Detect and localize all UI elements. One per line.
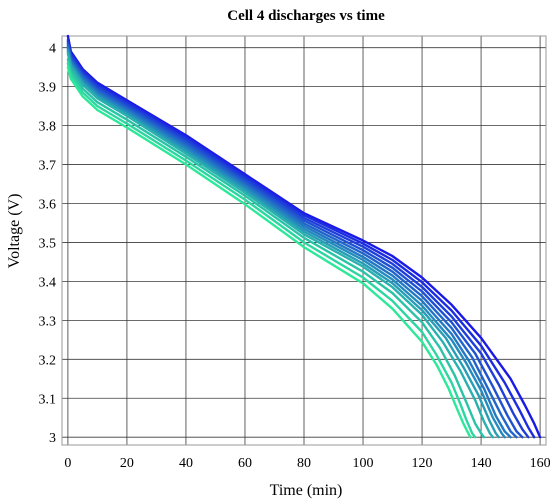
x-tick-label: 20	[120, 456, 134, 471]
x-tick-label: 120	[412, 456, 433, 471]
y-tick-label: 3.8	[39, 120, 57, 135]
discharge-curve-4	[66, 42, 524, 439]
y-tick-label: 3	[49, 431, 56, 446]
discharge-curve-10	[66, 58, 486, 439]
x-tick-label: 60	[238, 456, 252, 471]
y-tick-label: 3.2	[39, 353, 57, 368]
y-tick-label: 3.1	[39, 392, 57, 407]
x-tick-label: 0	[64, 456, 71, 471]
discharge-curve-12	[66, 65, 472, 439]
y-axis-label: Voltage (V)	[6, 194, 23, 269]
discharge-curve-3	[66, 40, 530, 439]
series-group	[66, 34, 542, 439]
x-axis-label: Time (min)	[270, 482, 343, 499]
y-tick-label: 3.9	[39, 81, 57, 96]
chart-title: Cell 4 discharges vs time	[227, 8, 385, 24]
x-tick-label: 160	[530, 456, 550, 471]
discharge-curve-9	[66, 52, 495, 439]
y-tick-label: 3.4	[39, 275, 57, 290]
plot-frame	[61, 35, 547, 446]
discharge-curve-5	[66, 44, 518, 439]
y-tick-label: 3.5	[39, 236, 57, 251]
x-tick-label: 40	[179, 456, 193, 471]
y-axis-ticks: 3 3.1 3.2 3.3 3.4 3.5 3.6 3.7 3.8 3.9 4	[39, 42, 57, 447]
x-axis-ticks: 0 20 40 60 80 100 120 140 160	[64, 456, 550, 471]
y-tick-label: 3.6	[39, 197, 57, 212]
discharge-curve-7	[66, 48, 506, 439]
discharge-curve-6	[66, 46, 512, 439]
discharge-curve-8	[66, 50, 500, 439]
discharge-curve-2	[66, 38, 536, 439]
y-tick-label: 3.3	[39, 314, 57, 329]
y-tick-label: 3.7	[39, 159, 57, 174]
x-tick-label: 80	[297, 456, 311, 471]
x-tick-label: 140	[471, 456, 492, 471]
discharge-curve-1	[66, 34, 542, 439]
x-tick-label: 100	[353, 456, 374, 471]
discharge-curve-11	[66, 62, 477, 439]
y-tick-label: 4	[49, 42, 56, 57]
